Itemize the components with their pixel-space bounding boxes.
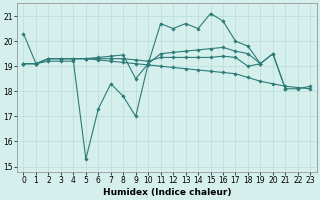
X-axis label: Humidex (Indice chaleur): Humidex (Indice chaleur) bbox=[103, 188, 231, 197]
